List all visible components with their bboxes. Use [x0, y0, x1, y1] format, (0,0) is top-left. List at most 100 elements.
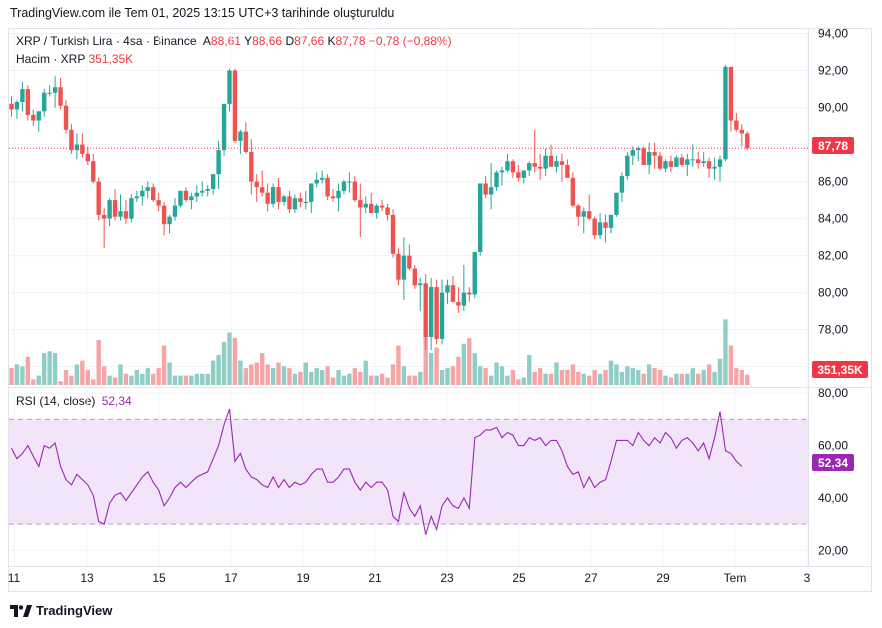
candle-body: [161, 205, 167, 225]
candle-body: [401, 255, 407, 280]
candle-body: [696, 159, 701, 164]
candle-body: [521, 170, 526, 178]
volume-bar: [630, 368, 635, 385]
price-tick-label: 84,00: [818, 212, 848, 226]
candle-body: [450, 285, 456, 302]
volume-bar: [281, 366, 287, 385]
volume-bar: [287, 368, 292, 385]
price-tick-label: 86,00: [818, 175, 848, 189]
candle-body: [194, 192, 199, 197]
candle-body: [576, 205, 581, 217]
candle-body: [145, 187, 150, 191]
volume-bar: [129, 375, 134, 385]
volume-bar: [521, 377, 526, 385]
symbol-label[interactable]: XRP / Turkish Lira · 4sa · Binance: [16, 34, 197, 48]
candle-body: [396, 253, 401, 280]
candle-body: [625, 155, 630, 177]
time-tick-label: 3: [804, 571, 811, 585]
candle-body: [516, 172, 521, 178]
volume-bar: [42, 353, 47, 385]
candle-body: [347, 181, 352, 183]
volume-bar: [450, 366, 456, 385]
candle-body: [74, 144, 80, 151]
volume-bar: [467, 338, 472, 385]
volume-bar: [685, 373, 690, 385]
volume-bar: [636, 370, 641, 385]
price-tick-label: 94,00: [818, 27, 848, 41]
candle-body: [494, 172, 499, 188]
volume-bar: [701, 370, 706, 385]
candle-body: [140, 190, 145, 197]
candle-body: [254, 181, 259, 188]
low-label: D: [285, 34, 295, 48]
volume-bar: [412, 375, 417, 385]
candle-body: [592, 218, 597, 236]
price-tick-label: 82,00: [818, 249, 848, 263]
candle-body: [510, 161, 516, 173]
footer-brand[interactable]: TradingView: [10, 603, 112, 618]
candle-body: [172, 205, 178, 217]
candle-body: [565, 164, 570, 178]
volume-bar: [663, 375, 668, 385]
candle-body: [712, 166, 717, 169]
price-tick-label: 80,00: [818, 286, 848, 300]
volume-bar: [712, 371, 717, 385]
rsi-label[interactable]: RSI (14, close): [16, 394, 96, 408]
candle-body: [358, 200, 363, 208]
volume-bar: [554, 362, 559, 385]
volume-bar: [428, 353, 434, 385]
rsi-axis[interactable]: 80,00 60,00 40,00 20,00: [818, 386, 848, 557]
volume-bar: [31, 379, 36, 385]
candle-body: [183, 190, 189, 201]
volume-bar: [499, 366, 505, 385]
rsi-tag-bg: [812, 454, 854, 471]
candle-body: [434, 287, 439, 339]
volume-bar: [330, 377, 336, 385]
volume-bar: [385, 377, 390, 385]
candle-body: [445, 285, 450, 293]
volume-bar: [36, 375, 41, 385]
volume-bar: [614, 364, 619, 385]
candle-body: [418, 283, 423, 286]
time-axis[interactable]: 11 13 15 17 19 21 23 25 27 29 Tem 3: [8, 571, 811, 585]
volume-bar: [107, 375, 112, 385]
volume-bar: [161, 345, 167, 385]
candle-body: [352, 181, 358, 201]
volume-bar: [510, 370, 516, 385]
candle-body: [608, 214, 614, 228]
volume-bar: [85, 370, 90, 385]
volume-bar: [532, 371, 537, 385]
volume-bar: [303, 362, 308, 385]
candle-body: [461, 292, 467, 306]
candle-body: [728, 66, 734, 121]
candle-body: [532, 163, 537, 167]
volume-bar: [723, 319, 728, 385]
volume-label[interactable]: Hacim · XRP: [16, 52, 86, 66]
volume-bar: [641, 373, 646, 385]
price-tick-label: 92,00: [818, 64, 848, 78]
volume-bar: [543, 373, 548, 385]
candle-body: [739, 129, 744, 134]
candle-body: [319, 177, 325, 180]
volume-bar: [254, 362, 259, 385]
price-tag-bg: [812, 137, 854, 154]
volume-bar: [581, 373, 586, 385]
volume-bar: [14, 364, 20, 385]
price-axis[interactable]: 94,0092,0090,0088,0086,0084,0082,0080,00…: [818, 27, 848, 374]
volume-bar: [619, 371, 625, 385]
time-tick-label: 21: [368, 571, 382, 585]
volume-tag-bg: [812, 361, 868, 378]
candle-body: [227, 70, 232, 104]
candle-body: [554, 161, 559, 167]
price-tick-label: 78,00: [818, 323, 848, 337]
candle-body: [91, 161, 96, 182]
candle-body: [488, 187, 494, 195]
candle-body: [548, 155, 554, 167]
candle-body: [663, 161, 668, 169]
candle-body: [439, 292, 445, 339]
candle-body: [745, 133, 750, 149]
volume-bar: [423, 334, 428, 385]
candle-body: [390, 214, 396, 254]
volume-bar: [516, 379, 521, 385]
